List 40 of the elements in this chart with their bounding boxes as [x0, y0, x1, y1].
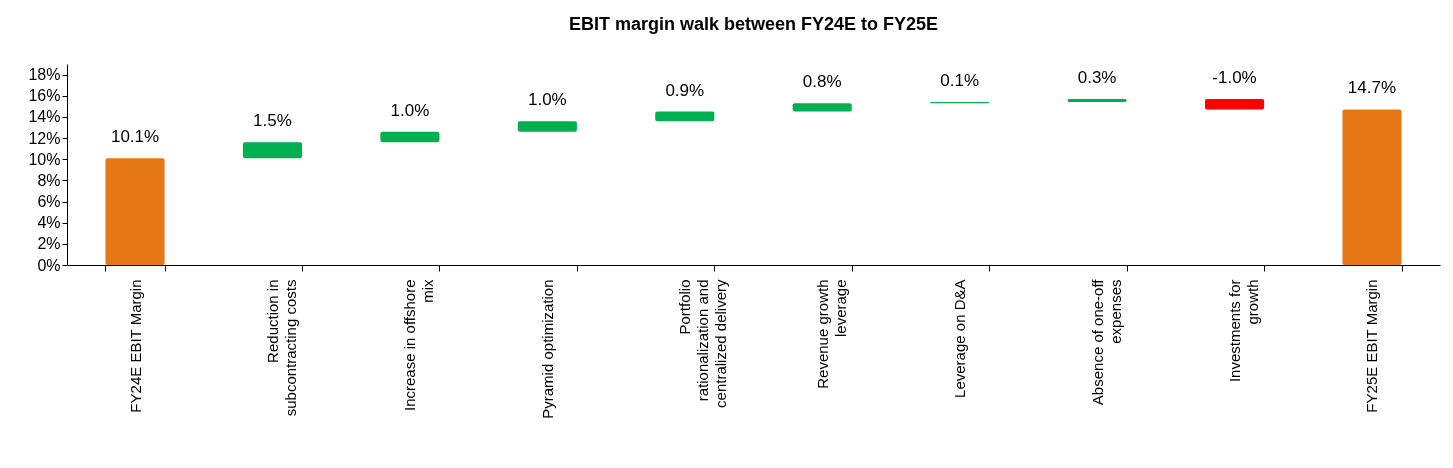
bar: [1204, 98, 1265, 110]
y-tick-label: 18%: [28, 66, 61, 84]
data-label: 0.3%: [1077, 67, 1117, 87]
y-tick-label: 2%: [37, 235, 61, 253]
y-tick-label: 12%: [28, 129, 61, 147]
y-tick-label: 6%: [37, 193, 61, 211]
bar: [1342, 109, 1402, 265]
y-tick-label: 14%: [28, 108, 61, 126]
data-label: 0.9%: [665, 80, 705, 100]
x-tick-label: Increase in offshore mix: [401, 279, 437, 411]
y-tick-label: 4%: [37, 214, 61, 232]
x-tick-label: Reduction in subcontracting costs: [263, 279, 299, 417]
bar: [655, 111, 715, 122]
data-label: 10.1%: [110, 127, 160, 147]
bar: [517, 121, 577, 132]
bar: [380, 131, 440, 143]
bar: [242, 142, 303, 159]
data-label: 1.0%: [527, 90, 567, 110]
data-label: 1.0%: [390, 100, 430, 120]
y-tick-label: 8%: [37, 171, 61, 189]
bar: [792, 103, 852, 112]
x-tick-label: FY25E EBIT Margin: [1363, 279, 1381, 413]
x-tick-label: FY24E EBIT Margin: [126, 279, 144, 413]
y-tick-label: 0%: [37, 256, 61, 274]
x-tick-label: Revenue growth leverage: [813, 279, 849, 389]
data-label: 14.7%: [1347, 78, 1397, 98]
y-tick-label: 16%: [28, 87, 61, 105]
data-label: -1.0%: [1212, 67, 1257, 87]
x-tick-label: Pyramid optimization: [538, 279, 556, 419]
x-tick-label: Investments for growth: [1226, 279, 1262, 383]
x-tick-label: Portfolio rationalization and centralized delivery: [676, 279, 730, 408]
chart-title: EBIT margin walk between FY24E to FY25E: [568, 14, 939, 34]
bar: [105, 158, 165, 265]
bar: [1067, 98, 1127, 103]
y-tick-label: 10%: [28, 150, 61, 168]
x-tick-label: Leverage on D&A: [951, 279, 969, 398]
data-label: 0.8%: [802, 72, 842, 92]
data-label: 1.5%: [253, 111, 292, 131]
data-label: 0.1%: [940, 71, 980, 91]
x-tick-label: Absence of one-off expenses: [1088, 278, 1124, 406]
